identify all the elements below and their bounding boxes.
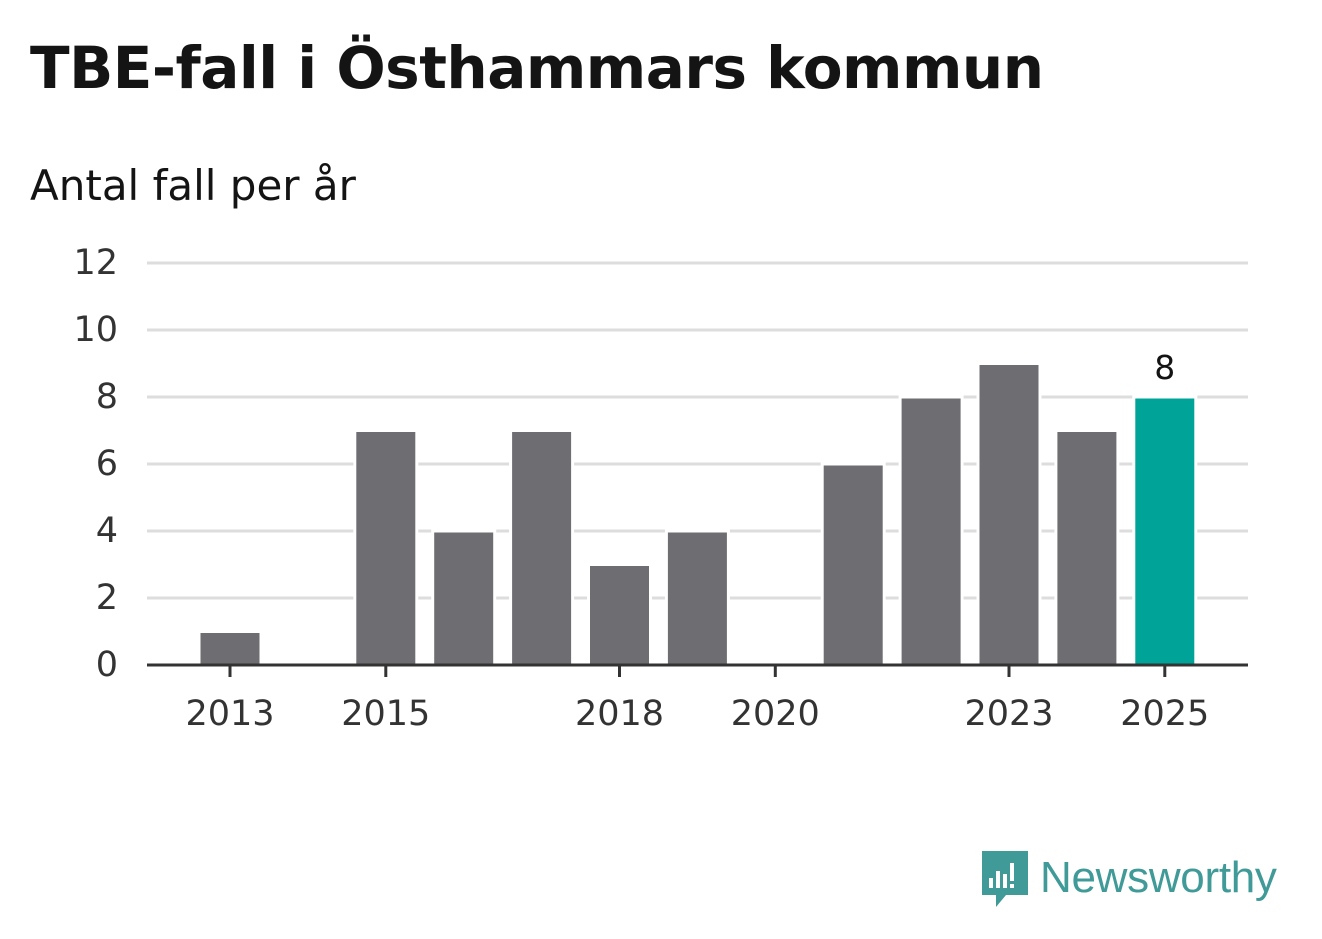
bar-2017 [509, 429, 575, 667]
chart-subtitle: Antal fall per år [30, 161, 356, 210]
x-tick-label: 2023 [964, 694, 1053, 734]
bar-2016 [431, 529, 497, 667]
y-tick-label: 2 [96, 578, 118, 618]
y-tick-label: 12 [73, 243, 118, 283]
brand-name: Newsworthy [1040, 853, 1277, 902]
y-tick-label: 4 [96, 511, 118, 551]
x-tick-label: 2018 [575, 694, 664, 734]
x-tick-label: 2015 [341, 694, 430, 734]
chart-title: TBE-fall i Östhammars kommun [30, 34, 1044, 102]
bar-2013 [197, 630, 263, 667]
bar-2015 [353, 429, 419, 667]
bar-2021 [820, 462, 886, 667]
x-tick-label: 2025 [1120, 694, 1209, 734]
bar-2022 [898, 395, 964, 667]
bar-2025 [1132, 395, 1198, 667]
newsworthy-logo-icon [980, 847, 1030, 909]
bar-2023 [976, 362, 1042, 667]
bar-2019 [664, 529, 730, 667]
y-tick-label: 6 [96, 444, 118, 484]
x-tick-label: 2020 [731, 694, 820, 734]
y-tick-label: 0 [96, 645, 118, 685]
y-tick-label: 8 [96, 377, 118, 417]
newsworthy-brand: Newsworthy [980, 846, 1277, 910]
bar-2018 [587, 563, 652, 667]
bar-2024 [1054, 429, 1120, 667]
y-tick-label: 10 [73, 310, 118, 350]
x-tick-label: 2013 [185, 694, 274, 734]
data-label-2025: 8 [1154, 348, 1175, 387]
